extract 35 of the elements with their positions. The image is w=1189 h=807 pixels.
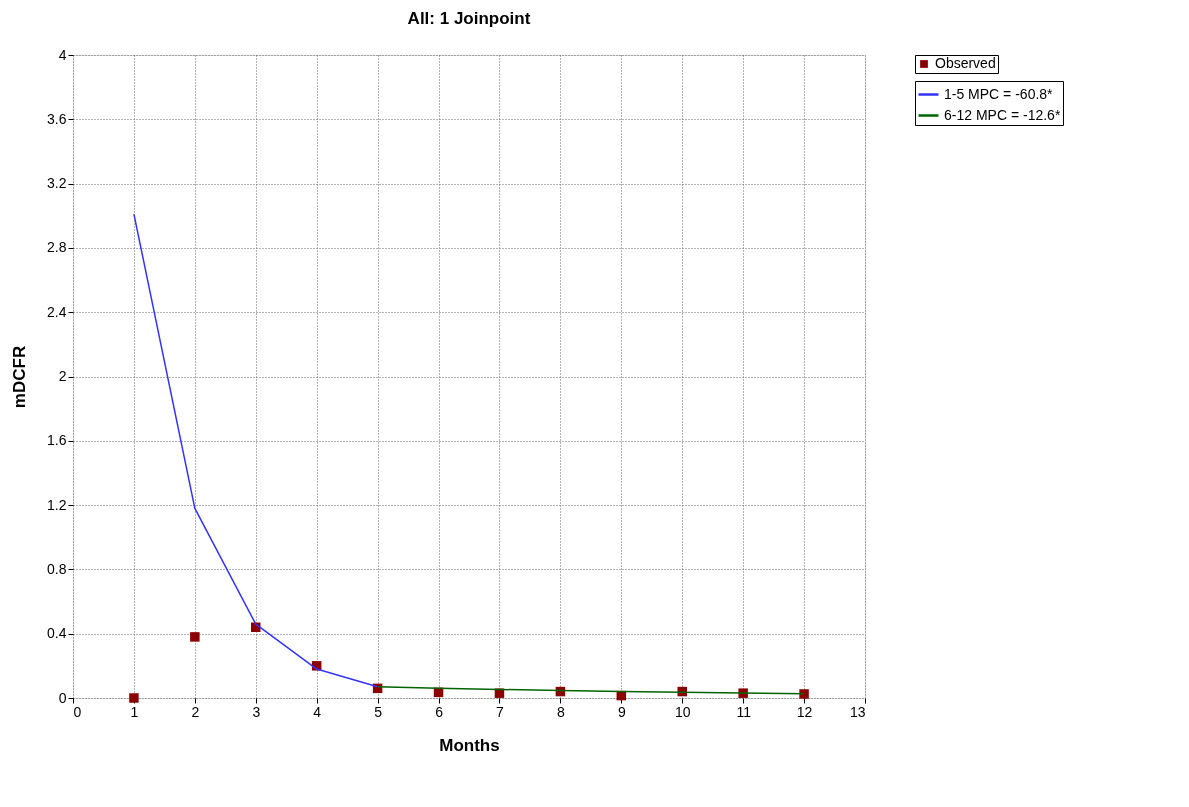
x-tick-label: 9 [617,703,626,720]
y-tick-label: 4 [58,46,67,63]
x-tick-label: 12 [796,703,813,720]
y-tick-label: 2.4 [47,303,67,320]
y-tick-label: 3.6 [47,110,67,127]
point [799,689,809,699]
x-tick-label: 1 [130,703,139,720]
x-tick-label: 13 [849,703,866,720]
legend-label: 6-12 MPC = -12.6* [944,106,1061,123]
y-tick-label: 0.8 [47,560,67,577]
point [494,688,505,698]
x-tick-label: 7 [496,703,505,720]
x-tick-label: 8 [556,703,565,720]
point [190,632,200,642]
y-axis-title: mDCFR [10,345,30,409]
y-tick-label: 2 [58,368,67,384]
x-tick-label: 4 [313,703,322,720]
y-tick-label: 3.2 [47,175,67,192]
y-tick-label: 0 [58,689,67,706]
x-tick-label: 6 [435,703,444,720]
x-tick-label: 0 [73,703,82,720]
legend-label: 1-5 MPC = -60.8* [944,85,1054,102]
y-tick-label: 2.8 [47,239,67,256]
y-tick-label: 0.4 [47,625,67,642]
chart-title: All: 1 Joinpoint [407,9,531,28]
y-tick-label: 1.6 [47,432,67,449]
x-tick-label: 3 [252,703,261,720]
legend-label: Observed [935,55,996,71]
x-tick-label: 2 [191,703,200,720]
point [129,693,139,703]
x-tick-label: 11 [736,703,752,720]
y-tick-label: 1.2 [47,496,67,513]
x-axis-title: Months [439,735,500,755]
x-tick-label: 5 [374,703,383,720]
x-tick-label: 10 [674,703,691,720]
